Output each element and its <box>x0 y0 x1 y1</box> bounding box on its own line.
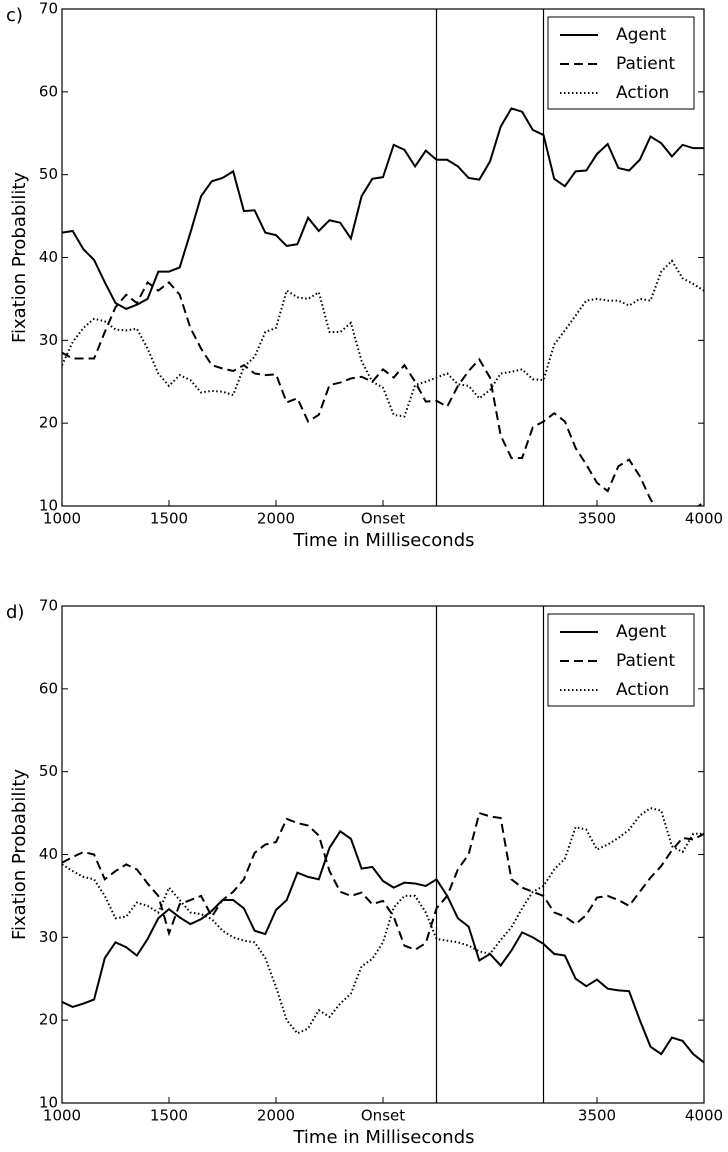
x-tick-label: 3500 <box>578 1107 616 1125</box>
series-line <box>62 107 704 310</box>
legend-label: Agent <box>616 25 667 45</box>
legend: Agent Patient Action <box>547 16 695 110</box>
series-line <box>62 807 704 1035</box>
panel-label: d) <box>6 602 24 623</box>
x-tick-label: Onset <box>361 1107 405 1125</box>
y-tick-label: 60 <box>39 679 58 697</box>
y-tick-label: 30 <box>39 331 58 349</box>
y-tick-label: 10 <box>39 1094 58 1112</box>
panel: d) 10 20 30 40 50 60 70 1000 1500 2000 Onset 3500 400… <box>6 597 723 1149</box>
y-tick-label: 60 <box>39 82 58 100</box>
legend-label: Action <box>616 680 669 700</box>
panel-label: c) <box>6 5 23 26</box>
y-tick-label: 50 <box>39 762 58 780</box>
x-axis-label: Time in Milliseconds <box>292 1127 474 1148</box>
x-tick-label: Onset <box>361 510 405 528</box>
legend-label: Patient <box>616 54 676 74</box>
plot-frame <box>61 605 705 1104</box>
series-line <box>62 811 704 951</box>
y-axis-label: Fixation Probability <box>9 172 30 343</box>
series-line <box>62 829 704 1064</box>
y-tick-label: 50 <box>39 165 58 183</box>
legend: Agent Patient Action <box>547 613 695 707</box>
x-tick-label: 3500 <box>578 510 616 528</box>
y-tick-label: 20 <box>39 414 58 432</box>
x-tick-label: 1500 <box>150 1107 188 1125</box>
y-tick-label: 10 <box>39 497 58 515</box>
y-tick-label: 70 <box>39 0 58 18</box>
x-tick-label: 1000 <box>43 510 81 528</box>
x-tick-label: 2000 <box>257 1107 295 1125</box>
y-tick-label: 30 <box>39 928 58 946</box>
x-tick-label: 4000 <box>685 1107 723 1125</box>
y-tick-label: 70 <box>39 597 58 615</box>
legend-label: Patient <box>616 651 676 671</box>
x-tick-label: 1500 <box>150 510 188 528</box>
x-tick-label: 4000 <box>685 510 723 528</box>
y-axis-label: Fixation Probability <box>9 769 30 940</box>
x-tick-label: 2000 <box>257 510 295 528</box>
legend-label: Agent <box>616 622 667 642</box>
series-line <box>62 280 704 506</box>
panel: c) 10 20 30 40 50 60 70 1000 1500 2000 Onset 3500 400… <box>6 0 723 551</box>
y-tick-label: 40 <box>39 248 58 266</box>
legend-label: Action <box>616 83 669 103</box>
y-tick-label: 40 <box>39 845 58 863</box>
plot-frame <box>61 8 705 507</box>
y-tick-label: 20 <box>39 1011 58 1029</box>
x-axis-label: Time in Milliseconds <box>292 530 474 551</box>
series-line <box>62 259 704 418</box>
x-tick-label: 1000 <box>43 1107 81 1125</box>
